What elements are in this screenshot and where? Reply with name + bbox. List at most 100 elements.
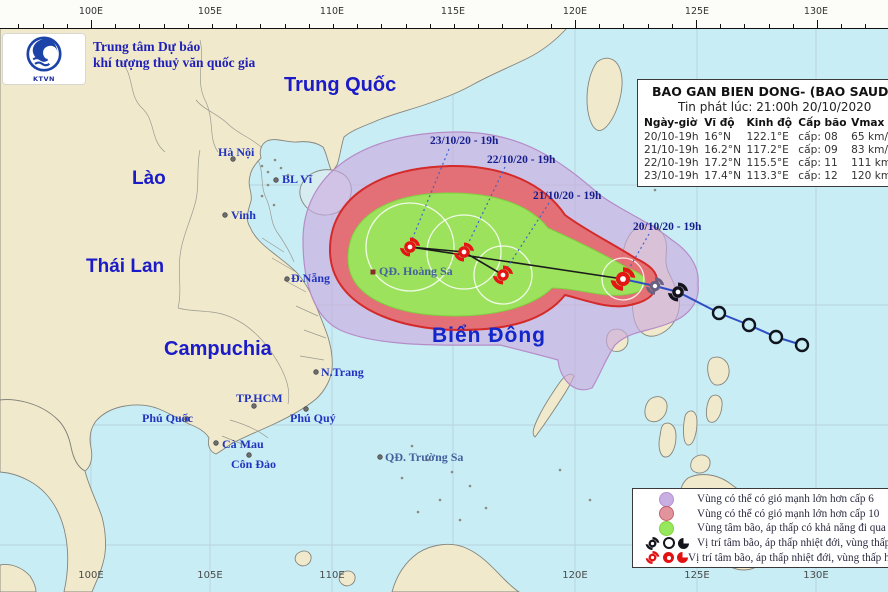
axis-minor-tick [792,24,794,28]
city-dot [246,452,252,458]
islet-speck [438,498,442,502]
range-circle [473,245,533,305]
axis-minor-tick [163,24,165,28]
forecast-table-cell: 122.1°E [746,130,789,143]
forecast-table-cell: 17.2°N [704,156,742,169]
islet-speck [468,484,472,488]
islet-speck [653,188,657,192]
internal-border [195,99,263,149]
islet-speck [272,203,276,207]
axis-minor-tick [381,24,383,28]
legend-item: Vị trí tâm bão, áp thấp nhiệt đới, vùng … [639,536,888,551]
legend-item: Vùng có thể có gió mạnh lớn hơn cấp 6 [639,491,888,507]
forecast-table-cell: cấp: 11 [798,156,838,169]
legend-symbol-green-area [639,520,697,536]
past-depression-symbol [711,305,727,321]
city-dot [184,416,190,422]
island-philippines [294,550,312,567]
range-circle [426,214,502,290]
axis-label-top: 100E [78,6,104,17]
legend-label: Vùng có thể có gió mạnh lớn hơn cấp 10 [697,507,880,520]
island-philippines [690,454,711,474]
islet-speck [426,458,430,462]
bulletin-title: BAO GAN BIEN DONG- (BAO SAUDEL) [652,84,888,99]
forecast-track-line [409,246,624,280]
country-label-trung-quoc: Trung Quốc [284,74,397,96]
country-label-campuchia: Campuchia [164,338,272,360]
label-leader-lines [410,148,650,275]
axis-minor-tick [671,24,673,28]
axis-minor-tick [187,24,189,28]
axis-major-tick [575,20,576,28]
axis-minor-tick [550,24,552,28]
legend-label: Vị trí tâm bão, áp thấp nhiệt đới, vùng … [688,551,888,564]
agency-name-line1: Trung tâm Dự báo [93,39,201,54]
internal-border [199,39,219,153]
forecast-table-header: Kinh độ [746,117,792,129]
landmass-sumatra [0,564,37,592]
islet-speck [416,510,420,514]
city-label-phu-quy: Phú Quý [290,411,336,425]
city-label-n-trang: N.Trang [321,365,364,379]
axis-minor-tick [623,24,625,28]
island-philippines [707,356,730,386]
country-label-lao: Lào [132,168,166,189]
forecast-table-cell: 115.5°E [746,156,789,169]
axis-label-top: 105E [197,6,223,17]
axis-label-bottom: 120E [562,570,588,581]
longitude-axis-top: 100E 105E 110E 115E 120E 125E 130E [0,0,888,29]
city-label-qd-truong-sa: QĐ. Trường Sa [385,450,464,464]
islet-speck [558,468,562,472]
axis-major-tick [696,20,697,28]
landmass-malay-peninsula [0,399,106,592]
axis-label-top: 110E [319,6,345,17]
forecast-date-label: 23/10/20 - 19h [430,135,499,147]
legend-item: Vùng tâm bão, áp thấp có khả năng đi qua [639,520,888,536]
axis-minor-tick [865,24,867,28]
axis-minor-tick [42,24,44,28]
forecast-table-header: Cấp bão [798,117,847,129]
range-circle [365,202,455,292]
forecast-table-cell: 16.2°N [704,143,742,156]
islet-speck [266,183,270,187]
range-circle [601,257,645,301]
axis-minor-tick [66,24,68,28]
islet-speck [266,170,270,174]
islet-speck [450,470,454,474]
filled-circle-icon [663,552,674,564]
legend-symbol-current-symbols [639,550,688,565]
sea-label-bien-dong: Biển Đông [432,324,546,347]
forecast-date-label: 22/10/20 - 19h [487,154,556,166]
city-dot [230,156,236,162]
axis-major-tick [91,20,92,28]
island-philippines [658,422,677,458]
city-dot [222,212,228,218]
past-depression-symbol [741,317,757,333]
forecast-table-header: Ngày-giờ [644,117,698,129]
legend-label: Vùng có thể có gió mạnh lớn hơn cấp 6 [697,493,874,506]
legend-symbol-red-area [639,506,697,522]
hoang-sa-marker [370,269,376,275]
axis-minor-tick [236,24,238,28]
axis-minor-tick [647,24,649,28]
past-depression-symbol [768,329,784,345]
axis-minor-tick [357,24,359,28]
axis-label-top: 120E [562,6,588,17]
legend-item: Vị trí tâm bão, áp thấp nhiệt đới, vùng … [639,550,888,565]
islet-speck [286,173,290,177]
internal-border [119,59,166,153]
forecast-table-cell: 23/10-19h [644,169,699,182]
agency-badge: KTVN [33,75,55,83]
islet-speck [279,166,283,170]
internal-border [261,237,327,361]
forecast-table-cell: 65 km/h [851,130,888,143]
island-philippines [338,570,356,587]
axis-label-top: 130E [803,6,829,17]
storm-bulletin-box: BAO GAN BIEN DONG- (BAO SAUDEL) Tin phát… [637,79,888,187]
low-area-icon [677,552,688,564]
axis-minor-tick [212,24,213,28]
